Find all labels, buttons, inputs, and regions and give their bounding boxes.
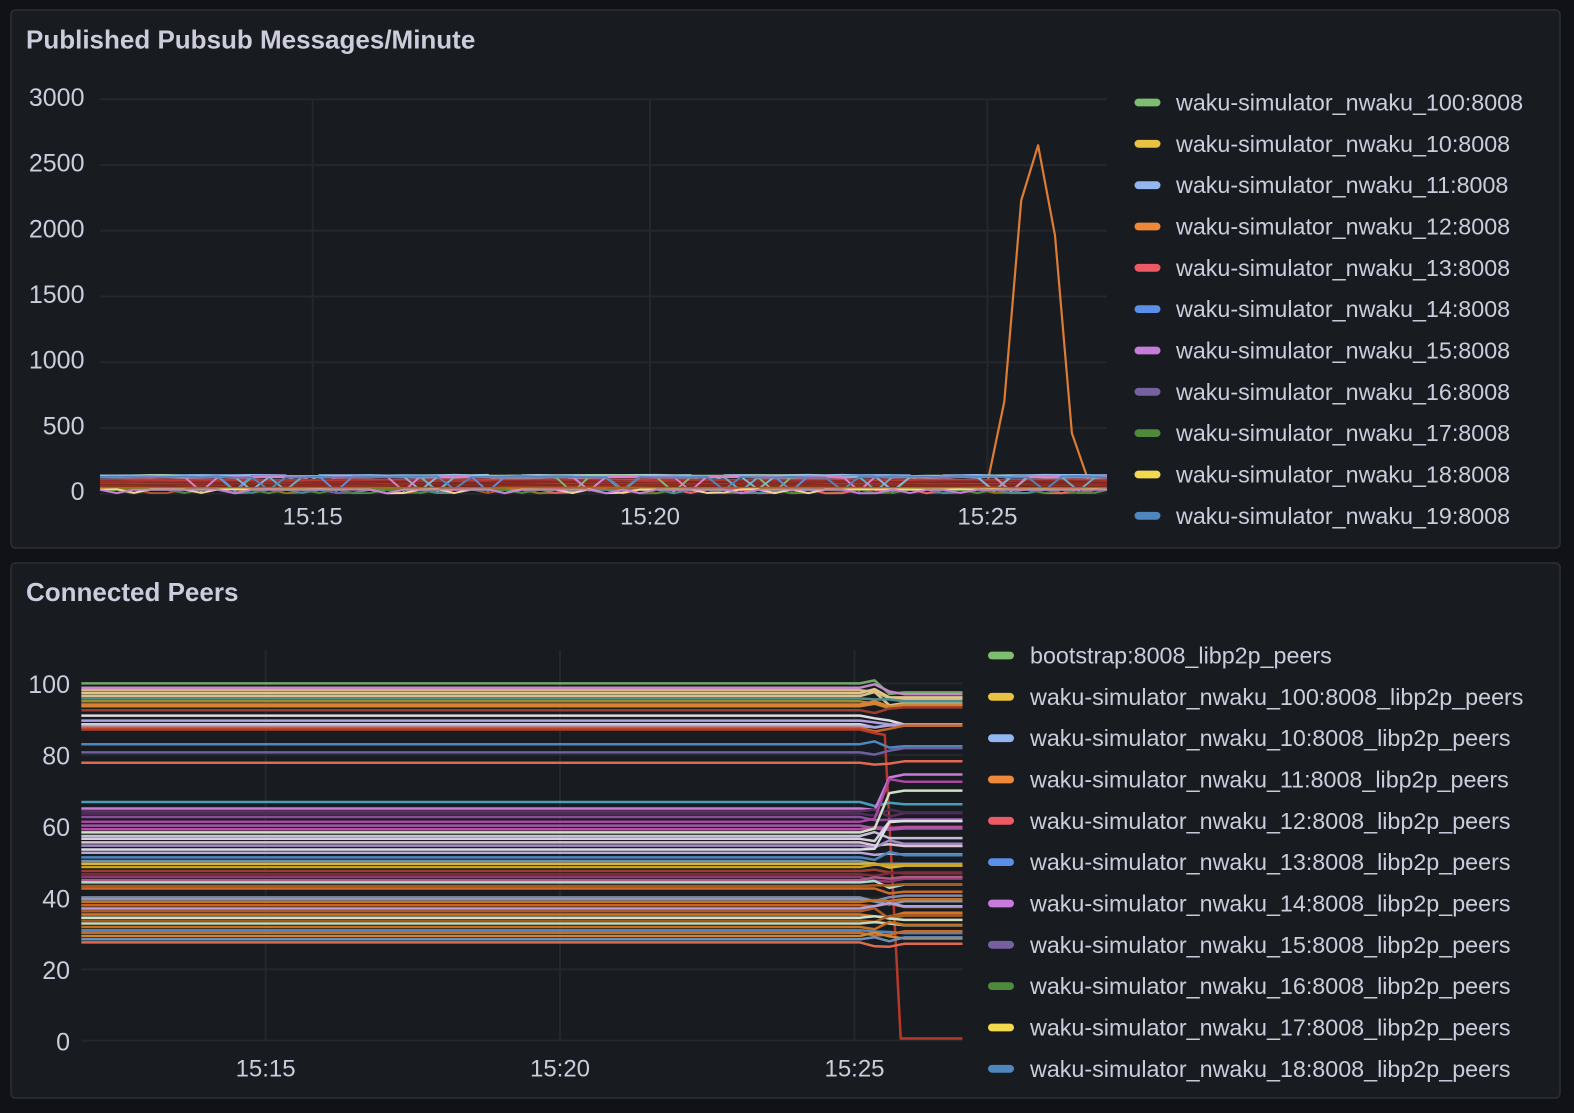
svg-text:waku-simulator_nwaku_12:8008: waku-simulator_nwaku_12:8008 [1175, 214, 1510, 240]
svg-text:20: 20 [42, 957, 70, 985]
svg-text:waku-simulator_nwaku_18:8008_l: waku-simulator_nwaku_18:8008_libp2p_peer… [1029, 1056, 1511, 1082]
svg-text:waku-simulator_nwaku_17:8008: waku-simulator_nwaku_17:8008 [1175, 420, 1510, 446]
svg-text:waku-simulator_nwaku_15:8008_l: waku-simulator_nwaku_15:8008_libp2p_peer… [1029, 932, 1511, 958]
svg-text:waku-simulator_nwaku_14:8008: waku-simulator_nwaku_14:8008 [1175, 296, 1510, 322]
svg-text:waku-simulator_nwaku_11:8008: waku-simulator_nwaku_11:8008 [1175, 172, 1508, 198]
svg-text:waku-simulator_nwaku_14:8008_l: waku-simulator_nwaku_14:8008_libp2p_peer… [1029, 891, 1511, 917]
svg-text:3000: 3000 [29, 84, 85, 112]
svg-text:0: 0 [71, 478, 85, 506]
svg-text:1500: 1500 [29, 281, 85, 309]
svg-text:15:15: 15:15 [236, 1056, 296, 1083]
svg-text:waku-simulator_nwaku_12:8008_l: waku-simulator_nwaku_12:8008_libp2p_peer… [1029, 808, 1511, 834]
svg-text:0: 0 [56, 1028, 70, 1056]
svg-text:waku-simulator_nwaku_100:8008: waku-simulator_nwaku_100:8008 [1175, 90, 1523, 116]
svg-text:waku-simulator_nwaku_16:8008_l: waku-simulator_nwaku_16:8008_libp2p_peer… [1029, 973, 1511, 999]
svg-text:Connected Peers: Connected Peers [26, 577, 238, 607]
svg-text:15:25: 15:25 [824, 1056, 884, 1083]
svg-text:waku-simulator_nwaku_10:8008_l: waku-simulator_nwaku_10:8008_libp2p_peer… [1029, 725, 1511, 751]
svg-text:waku-simulator_nwaku_15:8008: waku-simulator_nwaku_15:8008 [1175, 338, 1510, 364]
svg-text:15:25: 15:25 [957, 504, 1017, 531]
svg-text:waku-simulator_nwaku_10:8008: waku-simulator_nwaku_10:8008 [1175, 131, 1510, 157]
svg-text:15:15: 15:15 [283, 504, 343, 531]
svg-text:bootstrap:8008_libp2p_peers: bootstrap:8008_libp2p_peers [1030, 643, 1332, 669]
svg-text:Published Pubsub Messages/Minu: Published Pubsub Messages/Minute [26, 25, 475, 55]
svg-text:80: 80 [42, 743, 70, 771]
svg-text:2500: 2500 [29, 150, 85, 178]
svg-text:waku-simulator_nwaku_13:8008_l: waku-simulator_nwaku_13:8008_libp2p_peer… [1029, 849, 1511, 875]
svg-text:15:20: 15:20 [620, 504, 680, 531]
svg-text:40: 40 [42, 886, 70, 914]
svg-text:waku-simulator_nwaku_100:8008_: waku-simulator_nwaku_100:8008_libp2p_pee… [1029, 684, 1523, 710]
svg-text:2000: 2000 [29, 215, 85, 243]
svg-text:waku-simulator_nwaku_18:8008: waku-simulator_nwaku_18:8008 [1175, 462, 1510, 488]
svg-text:waku-simulator_nwaku_13:8008: waku-simulator_nwaku_13:8008 [1175, 255, 1510, 281]
svg-text:60: 60 [42, 814, 70, 842]
svg-text:waku-simulator_nwaku_17:8008_l: waku-simulator_nwaku_17:8008_libp2p_peer… [1029, 1015, 1511, 1041]
svg-text:waku-simulator_nwaku_11:8008_l: waku-simulator_nwaku_11:8008_libp2p_peer… [1029, 767, 1509, 793]
svg-text:waku-simulator_nwaku_19:8008: waku-simulator_nwaku_19:8008 [1175, 503, 1510, 529]
svg-text:15:20: 15:20 [530, 1056, 590, 1083]
svg-text:500: 500 [43, 412, 85, 440]
svg-text:100: 100 [28, 671, 70, 699]
svg-text:waku-simulator_nwaku_16:8008: waku-simulator_nwaku_16:8008 [1175, 379, 1510, 405]
svg-text:1000: 1000 [29, 347, 85, 375]
